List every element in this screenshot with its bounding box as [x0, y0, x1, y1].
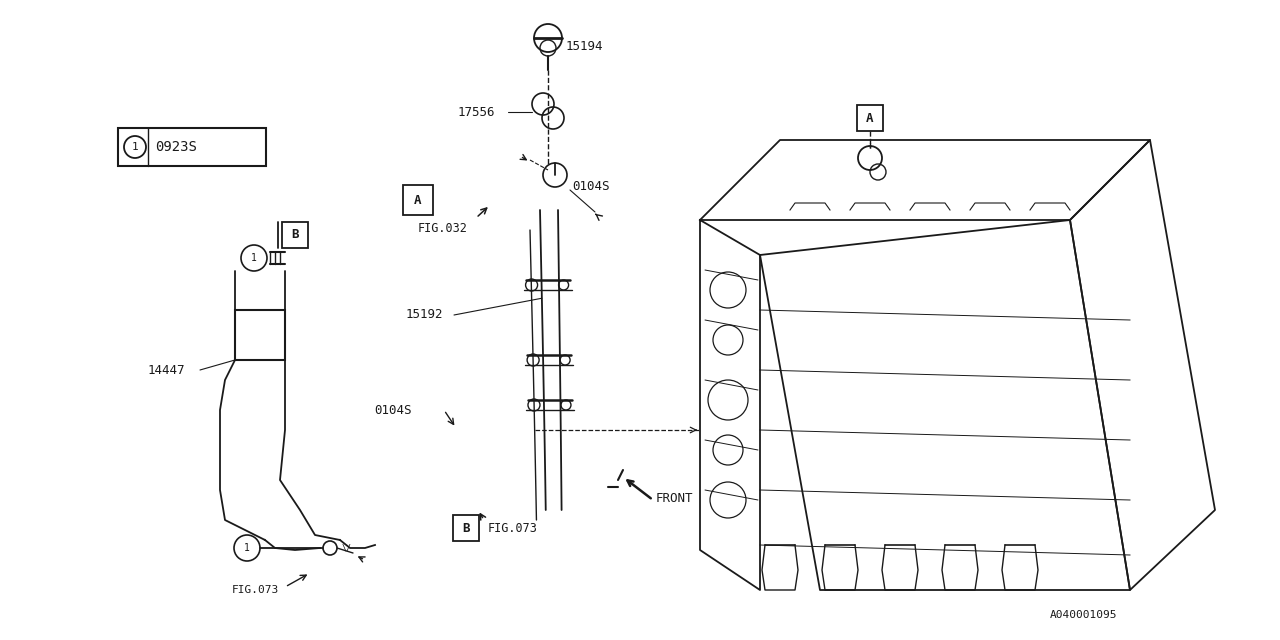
Text: 15192: 15192: [406, 308, 443, 321]
Text: 1: 1: [251, 253, 257, 263]
Polygon shape: [1070, 140, 1215, 590]
Bar: [236, 310, 285, 360]
Text: 0104S: 0104S: [572, 179, 609, 193]
Bar: [858, 105, 883, 131]
Text: \/: \/: [342, 543, 352, 552]
Text: 0104S: 0104S: [374, 403, 411, 417]
Text: 15194: 15194: [566, 40, 603, 52]
Text: FIG.073: FIG.073: [232, 585, 279, 595]
Text: 14447: 14447: [148, 364, 186, 376]
Bar: [118, 128, 266, 166]
Text: A040001095: A040001095: [1050, 610, 1117, 620]
Bar: [282, 222, 308, 248]
Text: A: A: [415, 193, 421, 207]
Text: A: A: [867, 111, 874, 125]
Text: B: B: [292, 228, 298, 241]
Polygon shape: [700, 140, 1149, 220]
Text: FIG.073: FIG.073: [488, 522, 538, 534]
Text: 1: 1: [244, 543, 250, 553]
Polygon shape: [760, 220, 1130, 590]
Polygon shape: [700, 220, 760, 590]
Text: FIG.032: FIG.032: [419, 221, 468, 234]
Text: 17556: 17556: [458, 106, 495, 118]
Text: 1: 1: [132, 142, 138, 152]
Text: 0923S: 0923S: [155, 140, 197, 154]
Text: FRONT: FRONT: [657, 492, 694, 504]
Bar: [453, 515, 479, 541]
Text: B: B: [462, 522, 470, 534]
Bar: [403, 185, 433, 215]
